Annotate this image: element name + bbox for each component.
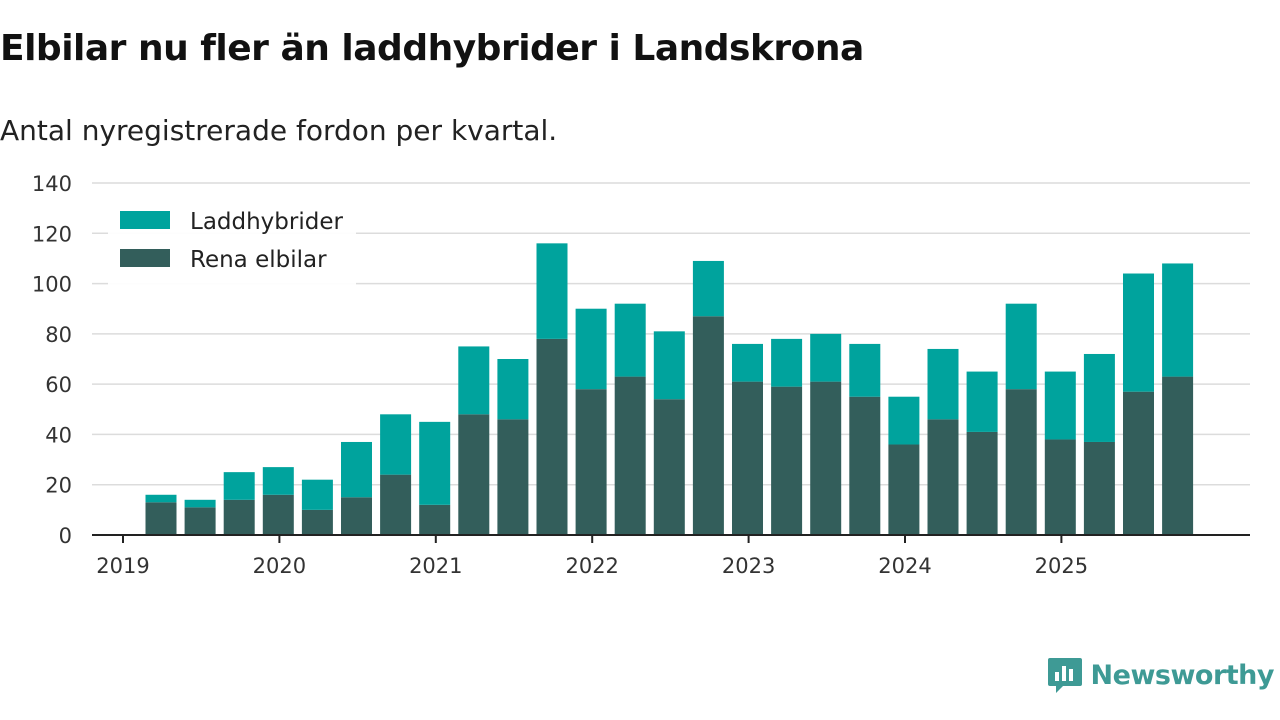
x-tick-label: 2019 [96,554,149,578]
legend-swatch-rena-elbilar [120,249,170,267]
bar-rena-elbilar [145,502,177,535]
bar-rena-elbilar [184,507,216,535]
x-tick-label: 2022 [565,554,618,578]
bar-laddhybrider [614,303,646,377]
bar-rena-elbilar [262,494,294,535]
bar-rena-elbilar [692,316,724,535]
bar-rena-elbilar [575,389,607,535]
y-axis: 0 20 40 60 80 100 120 140 [32,172,72,548]
y-tick-label: 40 [45,423,72,447]
bar-rena-elbilar [1123,391,1154,535]
bar-laddhybrider [1083,353,1115,442]
bar-laddhybrider [575,308,607,390]
bar-rena-elbilar [732,381,763,535]
bar-rena-elbilar [536,338,568,535]
bar-rena-elbilar [497,419,529,535]
bar-laddhybrider [653,331,685,400]
legend-swatch-laddhybrider [120,211,170,229]
bar-laddhybrider [536,243,568,339]
legend-label-rena-elbilar: Rena elbilar [190,247,327,273]
bar-laddhybrider [1005,303,1037,390]
y-tick-label: 80 [45,323,72,347]
x-tick-label: 2020 [253,554,306,578]
bar-rena-elbilar [419,504,451,535]
bar-laddhybrider [1162,263,1194,377]
newsworthy-logo-icon [1047,658,1082,693]
bar-laddhybrider [497,359,529,420]
x-tick-label: 2024 [878,554,931,578]
bar-rena-elbilar [966,431,998,535]
bar-rena-elbilar [1044,439,1076,535]
bar-rena-elbilar [223,499,255,535]
bar-rena-elbilar [1162,376,1194,535]
bar-rena-elbilar [380,474,412,535]
x-tick-label: 2023 [722,554,775,578]
newsworthy-logo: Newsworthy [1047,656,1275,694]
y-tick-label: 0 [59,524,72,548]
bar-laddhybrider [262,467,294,495]
y-tick-label: 100 [32,273,72,297]
legend-label-laddhybrider: Laddhybrider [190,209,343,235]
bar-rena-elbilar [810,381,842,535]
bar-rena-elbilar [653,399,685,535]
bar-laddhybrider [223,472,255,500]
chart-subtitle: Antal nyregistrerade fordon per kvartal. [0,114,558,147]
bar-laddhybrider [341,441,372,498]
bar-laddhybrider [1044,371,1076,440]
bar-rena-elbilar [301,509,333,535]
x-tick-label: 2021 [409,554,462,578]
bar-rena-elbilar [614,376,646,535]
bar-laddhybrider [184,499,216,508]
y-tick-label: 120 [32,222,72,246]
bar-laddhybrider [301,479,333,510]
bar-rena-elbilar [888,444,920,535]
x-tick-label: 2025 [1035,554,1088,578]
bar-laddhybrider [771,338,803,387]
x-axis: 2019 2020 2021 2022 2023 2024 2025 [92,534,1250,578]
brand-name: Newsworthy [1090,659,1275,691]
bar-laddhybrider [145,494,177,503]
bar-rena-elbilar [927,419,959,535]
y-tick-label: 140 [32,172,72,196]
legend: Laddhybrider Rena elbilar [108,200,356,286]
bar-laddhybrider [927,348,959,420]
bar-laddhybrider [966,371,998,432]
y-tick-label: 20 [45,474,72,498]
bar-laddhybrider [380,414,412,475]
bars [145,243,1194,535]
bar-rena-elbilar [849,396,881,535]
bar-laddhybrider [692,260,724,317]
bar-rena-elbilar [771,386,803,535]
bar-laddhybrider [849,343,881,397]
bar-laddhybrider [419,421,451,505]
bar-laddhybrider [458,346,490,415]
bar-laddhybrider [810,333,842,382]
bar-laddhybrider [1123,273,1154,392]
bar-rena-elbilar [341,497,372,535]
chart-title: Elbilar nu fler än laddhybrider i Landsk… [0,28,864,69]
y-tick-label: 60 [45,373,72,397]
bar-laddhybrider [888,396,920,445]
bar-rena-elbilar [458,414,490,535]
bar-rena-elbilar [1005,389,1037,535]
bar-rena-elbilar [1083,441,1115,535]
bar-laddhybrider [732,343,763,382]
